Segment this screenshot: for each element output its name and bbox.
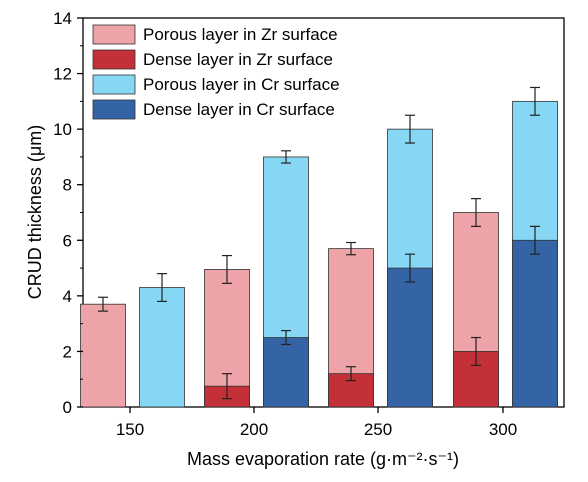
error-bar-dense-cr-250 [405,253,415,283]
error-bar-total-cr-300 [530,86,540,116]
legend-item-4: Dense layer in Cr surface [92,99,335,120]
bar-porous-cr-150 [139,287,185,408]
bar-porous-zr-150 [80,303,126,408]
x-tick-label-200: 200 [240,420,268,439]
y-axis-title: CRUD thickness (μm) [25,125,45,299]
legend-item-2: Dense layer in Zr surface [92,49,333,70]
legend: Porous layer in Zr surface Dense layer in… [92,24,340,120]
error-bar-dense-zr-250 [346,366,356,382]
y-tick-label-6: 6 [63,231,72,250]
legend-label-4: Dense layer in Cr surface [143,100,335,119]
error-bars-layer [98,86,540,400]
legend-swatch-2 [92,49,136,70]
legend-label-1: Porous layer in Zr surface [143,25,338,44]
x-axis-title: Mass evaporation rate (g·m⁻²·s⁻¹) [187,449,459,469]
y-tick-label-14: 14 [53,9,72,28]
legend-label-2: Dense layer in Zr surface [143,50,333,69]
error-bar-dense-cr-200 [281,329,291,346]
error-bar-total-cr-150 [157,273,167,303]
error-bar-dense-cr-300 [530,225,540,255]
error-bar-total-zr-300 [471,198,481,227]
legend-swatch-3 [92,74,136,95]
legend-swatch-1 [92,24,136,45]
bar-dense-cr-250 [387,267,433,408]
error-bar-total-zr-150 [98,296,108,312]
bars-layer [80,100,558,408]
y-tick-label-0: 0 [63,398,72,417]
error-bar-total-cr-200 [281,150,291,164]
legend-label-3: Porous layer in Cr surface [143,75,340,94]
y-tick-label-8: 8 [63,176,72,195]
axes: 0 2 4 6 8 10 12 14 150 200 250 300 [53,9,517,439]
bar-dense-zr-250 [328,373,374,408]
y-tick-label-12: 12 [53,65,72,84]
y-tick-label-10: 10 [53,120,72,139]
legend-swatch-4 [92,99,136,120]
bar-dense-cr-200 [263,337,309,408]
bar-dense-cr-300 [512,239,558,408]
error-bar-total-zr-250 [346,241,356,256]
legend-item-1: Porous layer in Zr surface [92,24,338,45]
error-bar-total-cr-250 [405,114,415,144]
error-bar-dense-zr-200 [222,373,232,400]
y-tick-label-2: 2 [63,342,72,361]
x-tick-label-250: 250 [364,420,392,439]
x-tick-label-150: 150 [116,420,144,439]
y-tick-label-4: 4 [63,287,72,306]
error-bar-total-zr-200 [222,254,232,284]
x-tick-label-300: 300 [489,420,517,439]
error-bar-dense-zr-300 [471,336,481,366]
legend-item-3: Porous layer in Cr surface [92,74,340,95]
